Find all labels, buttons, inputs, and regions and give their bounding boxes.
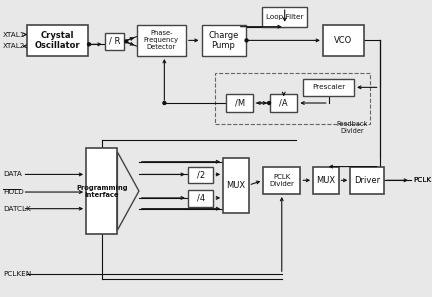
Text: MUX: MUX [316,176,335,185]
Text: /2: /2 [197,170,205,179]
Bar [270,94,297,112]
Bar [263,167,300,194]
Text: /4: /4 [197,194,205,203]
Bar [313,167,339,194]
Circle shape [163,102,166,105]
Bar [105,33,124,50]
Bar [188,167,213,183]
Text: PCLKEN: PCLKEN [3,271,31,277]
Text: HOLD: HOLD [3,189,24,195]
Text: Loop Filter: Loop Filter [266,14,303,20]
Bar [202,25,245,56]
Text: XTAL1: XTAL1 [3,31,25,37]
Circle shape [125,40,128,43]
Bar [27,25,88,56]
Text: Crystal
Oscillator: Crystal Oscillator [35,31,80,50]
Text: Programming
Interface: Programming Interface [76,184,127,198]
Text: DATA: DATA [3,171,22,177]
Bar [188,190,213,207]
Bar [262,7,307,27]
Circle shape [88,43,90,46]
Text: Prescaler: Prescaler [312,84,345,90]
Text: Feedback
Divider: Feedback Divider [337,121,368,134]
Text: VCO: VCO [334,36,353,45]
Text: PCLK
Divider: PCLK Divider [269,174,294,187]
Text: DATCLK: DATCLK [3,206,31,212]
Text: PCLK: PCLK [413,177,431,183]
Bar [350,167,384,194]
Bar [226,94,254,112]
Text: Charge
Pump: Charge Pump [208,31,239,50]
Text: / R: / R [109,37,120,46]
Bar [86,148,118,234]
Bar [215,73,370,124]
Text: /M: /M [235,99,245,108]
Text: /A: /A [280,99,288,108]
Text: XTAL2: XTAL2 [3,43,25,49]
Bar [223,158,248,213]
Bar [303,78,354,96]
Text: Driver: Driver [354,176,380,185]
Text: PCLK: PCLK [413,177,431,183]
Circle shape [245,39,248,42]
Text: Phase-
Frequency
Detector: Phase- Frequency Detector [144,30,179,50]
Bar [323,25,364,56]
Text: MUX: MUX [226,181,245,190]
Circle shape [267,102,270,105]
Bar [137,25,186,56]
